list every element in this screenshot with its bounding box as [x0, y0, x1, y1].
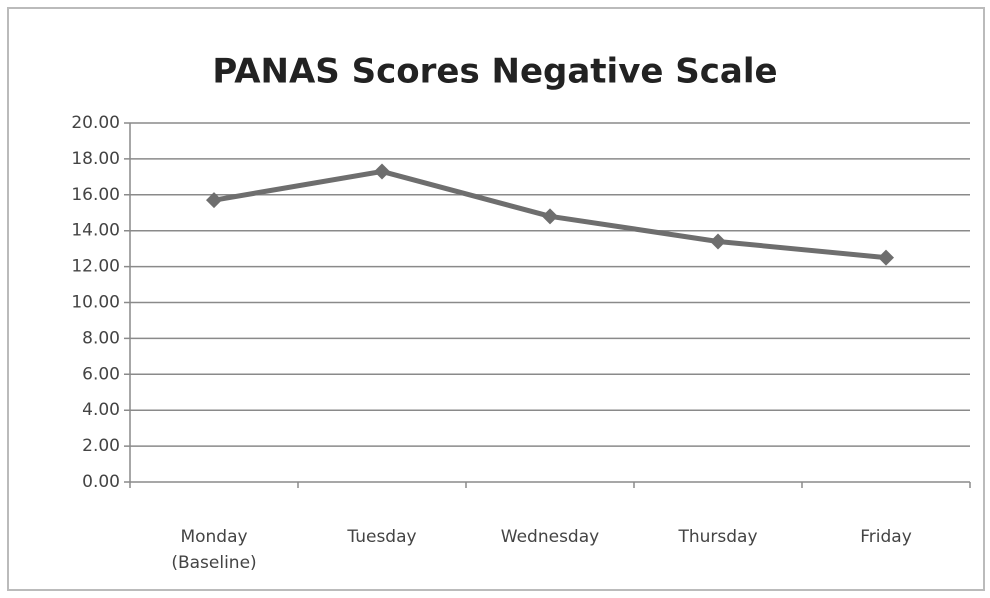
data-point [710, 233, 726, 250]
x-tick-label: Tuesday [347, 527, 417, 547]
y-tick-label: 18.00 [71, 149, 120, 169]
y-tick-label: 4.00 [82, 400, 120, 420]
chart-border [7, 7, 985, 591]
y-tick-label: 10.00 [71, 293, 120, 313]
x-tick-label: Monday (Baseline) [171, 527, 257, 573]
data-point [206, 192, 222, 209]
chart-title: PANAS Scores Negative Scale [212, 52, 777, 92]
x-tick-label: Thursday [678, 527, 758, 547]
y-tick-label: 8.00 [82, 328, 120, 348]
y-tick-label: 12.00 [71, 257, 120, 277]
y-tick-label: 2.00 [82, 436, 120, 456]
y-tick-label: 16.00 [71, 185, 120, 205]
x-tick-label: Wednesday [500, 527, 600, 547]
y-tick-label: 0.00 [82, 472, 120, 492]
y-tick-label: 14.00 [71, 221, 120, 241]
y-tick-label: 20.00 [71, 113, 120, 133]
data-point [542, 208, 558, 225]
data-point [878, 249, 894, 266]
y-tick-label: 6.00 [82, 364, 120, 384]
x-tick-label: Friday [860, 527, 912, 547]
data-point [374, 163, 390, 180]
